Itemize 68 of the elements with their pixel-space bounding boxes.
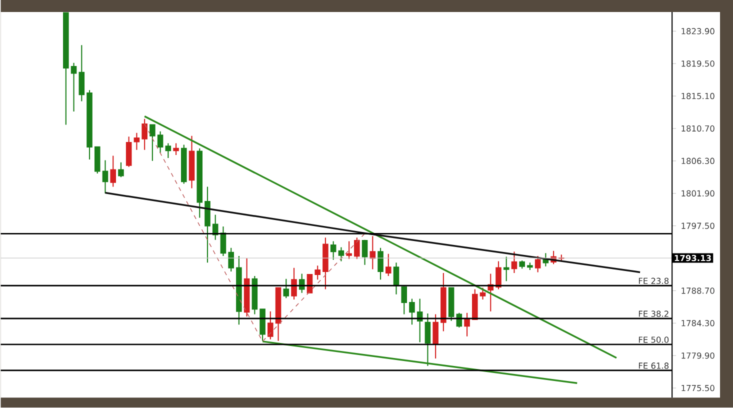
candlestick — [196, 148, 203, 218]
candlestick — [150, 124, 156, 162]
candlestick — [157, 131, 164, 154]
ref-line-label: FE 61.8 — [638, 362, 669, 370]
y-tick-label: 1819.50 — [682, 60, 714, 67]
candlestick — [354, 237, 360, 260]
candlestick — [142, 118, 148, 151]
candlestick — [165, 142, 172, 159]
candlestick — [527, 262, 533, 271]
ref-line-label: FE 50.0 — [638, 336, 669, 344]
candlestick — [424, 313, 431, 367]
candlestick — [503, 256, 510, 282]
candlestick — [496, 260, 502, 290]
candlestick — [102, 160, 108, 194]
y-tick-label: 1797.50 — [682, 222, 714, 230]
candlestick — [401, 286, 408, 316]
candlestick — [464, 312, 470, 338]
candlestick — [480, 287, 486, 300]
candlestick — [378, 248, 384, 280]
candlestick — [322, 237, 328, 290]
candlestick — [409, 298, 415, 326]
candlestick — [511, 251, 518, 274]
y-tick-label: 1801.90 — [682, 190, 714, 197]
candlestick — [63, 12, 69, 126]
candlestick — [534, 256, 541, 273]
y-tick-label: 1823.90 — [682, 28, 714, 34]
ref-line-label: FE 38.2 — [638, 310, 668, 318]
candlestick — [291, 268, 297, 300]
ref-line-label: FE 23.8 — [638, 278, 669, 284]
candlestick — [70, 62, 77, 112]
candlestick — [472, 288, 478, 320]
candlestick — [370, 236, 376, 270]
candlestick — [283, 278, 290, 299]
candlestick — [110, 155, 116, 188]
candlestick — [126, 136, 132, 168]
candlestick — [94, 146, 100, 174]
candlestick — [181, 144, 187, 185]
y-tick-label: 1788.70 — [682, 288, 714, 294]
ref-line-label: 1793.13 — [674, 255, 711, 262]
candlestick — [338, 246, 344, 262]
candlestick — [314, 265, 320, 280]
y-tick-label: 1810.70 — [682, 126, 714, 132]
candlestick — [346, 240, 352, 260]
y-tick-label: 1806.30 — [682, 158, 714, 164]
candlestick — [432, 314, 438, 360]
candlestick — [362, 239, 368, 266]
candlestick — [275, 287, 282, 342]
candlestick — [134, 132, 140, 151]
y-tick-label: 1775.50 — [682, 385, 714, 392]
candlestick — [519, 260, 525, 270]
candlestick — [118, 162, 124, 178]
candlestick — [260, 308, 266, 342]
candlestick — [188, 136, 195, 189]
candlestick — [78, 44, 85, 102]
candlestick — [228, 248, 234, 272]
y-tick-label: 1779.90 — [682, 352, 714, 359]
candlestick — [236, 256, 242, 326]
candlestick — [393, 262, 400, 296]
candlestick — [385, 253, 392, 277]
candlestick — [86, 90, 92, 160]
candlestick — [268, 311, 274, 340]
candlestick — [330, 240, 336, 260]
y-tick-label: 1815.10 — [682, 93, 714, 100]
candlestick — [204, 186, 210, 264]
y-tick-label: 1784.30 — [682, 320, 714, 326]
candlestick — [440, 272, 446, 332]
candlestick — [416, 298, 423, 344]
candlestick — [173, 142, 179, 156]
